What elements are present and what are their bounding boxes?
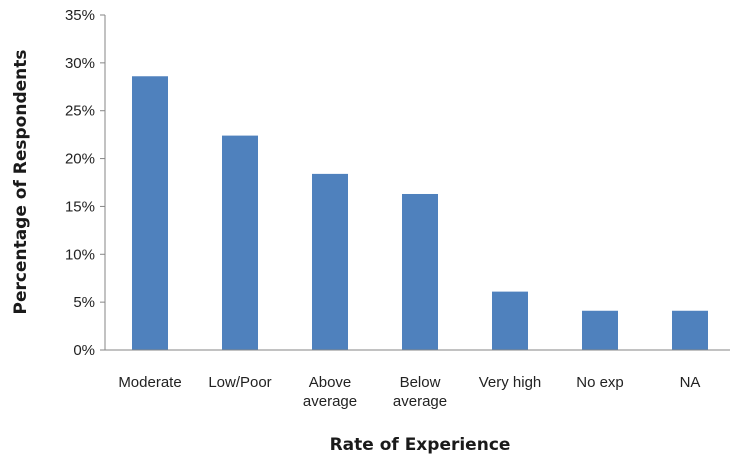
y-axis-title: Percentage of Respondents <box>11 49 31 314</box>
bars <box>132 76 708 350</box>
bar <box>672 310 708 350</box>
x-tick-label: Above average <box>303 374 357 410</box>
y-tick-label: 0% <box>73 342 95 359</box>
y-tick-label: 15% <box>65 198 95 215</box>
x-axis-tick-labels: Moderate Low/Poor Above average Below average… <box>118 374 700 410</box>
y-axis-ticks: 0% 5% 10% 15% 20% 25% 30% 35% <box>65 7 105 359</box>
x-tick-label: NA <box>680 374 701 391</box>
y-tick-label: 10% <box>65 246 95 263</box>
x-tick-label: Below average <box>393 374 447 410</box>
x-tick-label: No exp <box>576 374 624 391</box>
y-tick-label: 35% <box>65 7 95 24</box>
x-tick-label: Moderate <box>118 374 181 391</box>
y-tick-label: 20% <box>65 151 95 168</box>
bar <box>492 291 528 350</box>
bar <box>582 310 618 350</box>
bar <box>222 135 258 350</box>
bar <box>402 193 438 350</box>
y-tick-label: 30% <box>65 55 95 72</box>
y-tick-label: 25% <box>65 103 95 120</box>
x-tick-label: Very high <box>479 374 542 391</box>
bar <box>312 173 348 350</box>
x-axis-title: Rate of Experience <box>330 435 511 455</box>
x-tick-label: Low/Poor <box>208 374 271 391</box>
y-tick-label: 5% <box>73 294 95 311</box>
bar <box>132 76 168 350</box>
